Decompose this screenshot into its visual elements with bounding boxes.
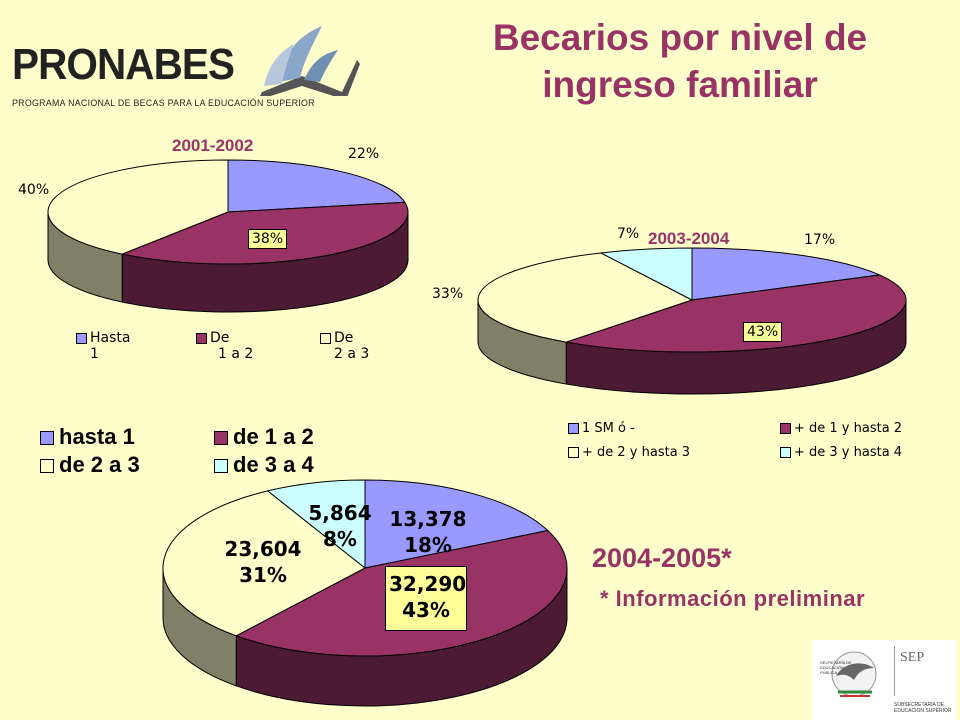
legend-label: de 1 a 2	[233, 424, 314, 449]
legend-swatch	[320, 332, 331, 344]
chart2-slice-1	[566, 274, 907, 353]
legend-label-line2: 1	[90, 346, 99, 362]
sep-abbr: SEP	[900, 650, 925, 665]
chart1-slice-0	[227, 159, 406, 213]
chart3-legend-item-2: de 1 a 2	[214, 424, 314, 450]
percent-label: 31%	[239, 563, 287, 587]
chart3-label-hasta1: 13,378 18%	[378, 506, 478, 558]
legend-swatch	[568, 447, 579, 458]
value-label: 5,864	[308, 501, 372, 525]
legend-label: + de 2 y hasta 3	[582, 445, 691, 460]
chart2-legend-item-4: + de 3 y hasta 4	[780, 445, 902, 460]
legend-swatch	[40, 459, 54, 474]
legend-swatch	[568, 423, 579, 434]
preliminary-note: * Información preliminar	[600, 586, 866, 611]
chart1-group	[47, 159, 409, 313]
percent-label: 18%	[404, 533, 452, 557]
chart3-label-de2a3: 23,604 31%	[218, 536, 308, 588]
logo-text: PRONABES	[12, 40, 235, 89]
chart2-group	[477, 247, 907, 395]
legend-label: + de 3 y hasta 4	[794, 445, 903, 460]
legend-label: 1 SM ó -	[582, 421, 635, 436]
chart3-label-de1a2: 32,290 43%	[385, 566, 467, 631]
chart2-legend: 1 SM ó - + de 1 y hasta 2 + de 2 y hasta…	[568, 421, 938, 461]
eagle-emblem-icon	[831, 651, 877, 697]
title-line-1: Becarios por nivel de	[492, 17, 868, 58]
pronabes-logo: PRONABES PROGRAMA NACIONAL DE BECAS PARA…	[10, 26, 370, 116]
chart1-legend-item-3: De 2 a 3	[320, 330, 369, 362]
legend-label: hasta 1	[59, 424, 135, 449]
logo-subtitle: PROGRAMA NACIONAL DE BECAS PARA LA EDUCA…	[12, 98, 315, 108]
percent-label: 8%	[323, 527, 357, 551]
chart2-slice-0	[691, 247, 882, 301]
legend-label: de 3 a 4	[233, 452, 314, 477]
chart1-legend: Hasta 1 De 1 a 2 De 2 a 3	[76, 330, 396, 370]
legend-label: de 2 a 3	[59, 452, 140, 477]
value-label: 23,604	[224, 537, 302, 561]
chart3-legend-item-4: de 3 a 4	[214, 452, 314, 478]
chart2-side-2	[477, 299, 567, 385]
sep-bottom-text: SUBSECRETARIA DE EDUCACION SUPERIOR	[894, 702, 952, 714]
title-line-2: ingreso familiar	[542, 64, 818, 105]
value-label: 32,290	[389, 572, 467, 596]
legend-label-line2: 2 a 3	[334, 346, 370, 362]
chart1-legend-item-2: De 1 a 2	[196, 330, 253, 362]
sep-left-text: SECRETARÍA DE EDUCACIÓN PÚBLICA	[820, 660, 852, 675]
chart3-legend-item-1: hasta 1	[40, 424, 135, 450]
book-wings-icon	[260, 26, 360, 96]
chart2-label-2a3: 33%	[432, 286, 464, 302]
chart2-slice-3	[599, 247, 693, 301]
chart3-label-de3a4: 5,864 8%	[303, 500, 377, 552]
sep-seal: SECRETARÍA DE EDUCACIÓN PÚBLICA SEP SUBS…	[812, 640, 956, 720]
chart1-side-1	[121, 211, 409, 313]
sep-divider	[894, 646, 895, 696]
chart2-legend-item-1: 1 SM ó -	[568, 421, 635, 436]
legend-label: De	[334, 330, 354, 346]
chart1-label-de1a2: 38%	[248, 229, 288, 249]
chart1-side-2	[47, 211, 123, 303]
chart1-legend-item-1: Hasta 1	[76, 330, 130, 362]
legend-swatch	[76, 332, 87, 344]
value-label: 13,378	[389, 507, 467, 531]
chart2-title: 2003-2004	[648, 229, 730, 248]
chart2-legend-item-2: + de 1 y hasta 2	[780, 421, 902, 436]
legend-swatch	[214, 431, 228, 446]
legend-swatch	[780, 423, 791, 434]
page-title: Becarios por nivel de ingreso familiar	[420, 14, 940, 108]
chart3-legend-item-3: de 2 a 3	[40, 452, 140, 478]
chart1-label-de2a3: 40%	[18, 182, 50, 198]
chart2-side-1	[565, 299, 907, 395]
legend-swatch	[214, 459, 228, 474]
legend-label: + de 1 y hasta 2	[794, 421, 903, 436]
legend-label: De	[210, 330, 230, 346]
chart2-legend-item-3: + de 2 y hasta 3	[568, 445, 690, 460]
chart1-label-hasta1: 22%	[348, 146, 380, 162]
chart2-label-1a2: 43%	[743, 322, 783, 342]
chart3-legend: hasta 1 de 1 a 2 de 2 a 3 de 3 a 4	[40, 424, 370, 480]
legend-label: Hasta	[90, 330, 131, 346]
legend-swatch	[196, 332, 207, 344]
chart2-label-3a4: 7%	[617, 226, 640, 242]
legend-label-line2: 1 a 2	[218, 346, 254, 362]
percent-label: 43%	[402, 598, 450, 622]
chart3-title: 2004-2005*	[592, 543, 732, 573]
chart2-label-1sm: 17%	[804, 232, 836, 248]
chart1-title: 2001-2002	[172, 136, 254, 155]
chart2-slice-2	[477, 252, 694, 343]
legend-swatch	[780, 447, 791, 458]
chart1-slice-2	[47, 159, 229, 255]
legend-swatch	[40, 431, 54, 446]
